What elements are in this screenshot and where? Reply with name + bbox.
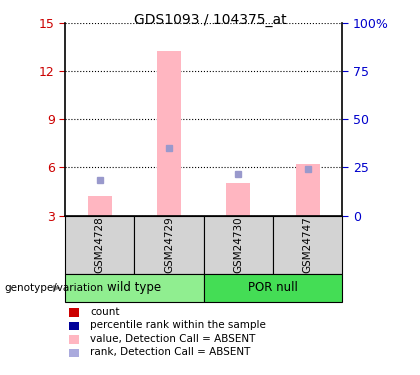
Text: rank, Detection Call = ABSENT: rank, Detection Call = ABSENT (90, 348, 251, 357)
Bar (273, 216, 342, 274)
Text: GSM24728: GSM24728 (95, 216, 105, 273)
Text: wild type: wild type (108, 281, 161, 294)
Bar (204, 216, 273, 274)
Bar (88, 196, 112, 216)
Text: GDS1093 / 104375_at: GDS1093 / 104375_at (134, 13, 286, 27)
Text: genotype/variation: genotype/variation (4, 283, 103, 293)
Bar (296, 164, 320, 216)
Bar (65, 216, 134, 274)
Text: GSM24747: GSM24747 (303, 216, 312, 273)
Bar (226, 183, 250, 216)
Bar (134, 216, 204, 274)
Text: count: count (90, 307, 120, 317)
Text: value, Detection Call = ABSENT: value, Detection Call = ABSENT (90, 334, 256, 344)
Bar (65, 274, 204, 302)
Text: GSM24729: GSM24729 (164, 216, 174, 273)
Text: percentile rank within the sample: percentile rank within the sample (90, 321, 266, 330)
Bar (157, 51, 181, 216)
Text: GSM24730: GSM24730 (234, 216, 243, 273)
Bar (204, 274, 342, 302)
Text: POR null: POR null (248, 281, 298, 294)
